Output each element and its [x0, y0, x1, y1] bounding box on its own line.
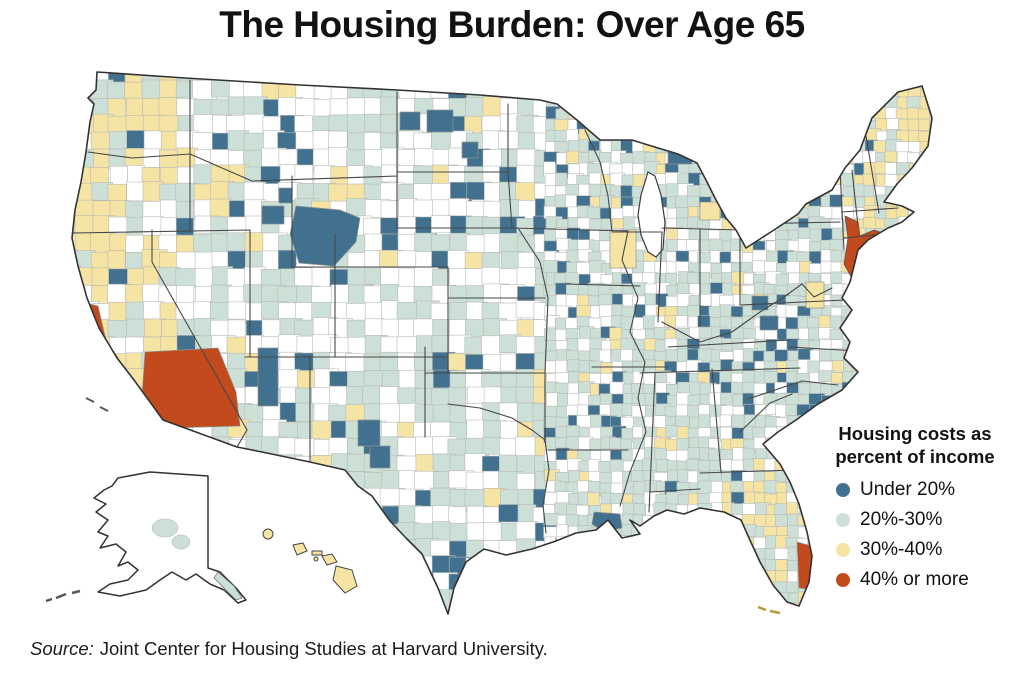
legend-title: Housing costs as percent of income	[808, 422, 1022, 468]
legend-item-40-plus: 40% or more	[836, 565, 1022, 595]
alaska-inset	[45, 471, 247, 604]
source-prefix: Source:	[30, 638, 94, 659]
hawaii-inset	[262, 528, 358, 594]
legend-label: Under 20%	[860, 479, 956, 501]
us-outline	[71, 71, 933, 615]
legend-swatch-40-plus-icon	[836, 573, 850, 588]
legend-label: 20%-30%	[860, 509, 943, 531]
small-islands	[85, 397, 781, 615]
chart-title: The Housing Burden: Over Age 65	[219, 4, 805, 45]
legend-rows: Under 20% 20%-30% 30%-40% 40% or more	[808, 475, 1022, 595]
legend-swatch-20-30-icon	[836, 513, 850, 528]
source-note: Source: Joint Center for Housing Studies …	[30, 638, 548, 660]
legend-label: 40% or more	[860, 569, 969, 591]
state-borders	[72, 79, 899, 534]
map-legend: Housing costs as percent of income Under…	[808, 422, 1022, 595]
legend-swatch-30-40-icon	[836, 543, 850, 558]
source-text: Joint Center for Housing Studies at Harv…	[99, 638, 548, 659]
legend-item-20-30: 20%-30%	[836, 505, 1022, 535]
florida-keys	[757, 605, 781, 615]
legend-title-line2: percent of income	[835, 446, 995, 468]
aleutian-islands	[45, 589, 81, 603]
region-northern-ny-blue	[815, 141, 850, 167]
legend-title-line1: Housing costs as	[838, 423, 992, 444]
legend-label: 30%-40%	[860, 539, 943, 561]
lake-michigan	[637, 171, 666, 258]
legend-item-under-20: Under 20%	[836, 475, 1022, 505]
legend-swatch-under-20-icon	[836, 483, 850, 498]
legend-item-30-40: 30%-40%	[836, 535, 1022, 565]
